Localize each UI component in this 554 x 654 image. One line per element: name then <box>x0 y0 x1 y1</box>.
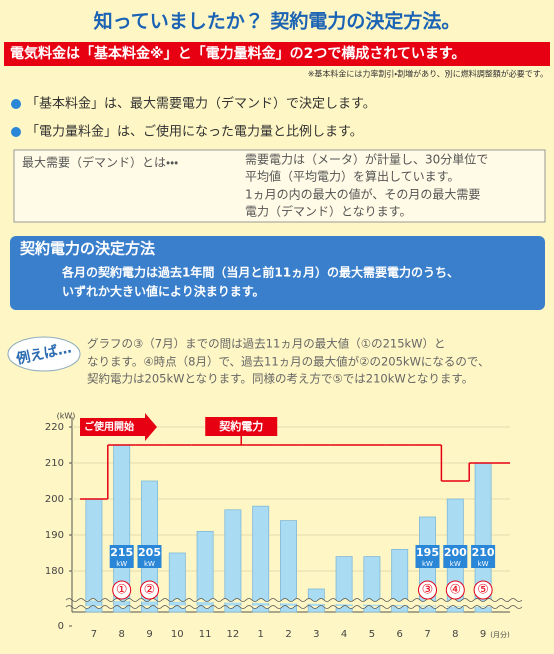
value-label-unit: kW <box>144 560 155 568</box>
definition-line: 1ヵ月の内の最大の値が、その月の最大需要 <box>245 187 480 202</box>
bar <box>196 531 214 613</box>
marker-circle <box>473 580 493 600</box>
method-text: いずれか大きい値により決まります。 <box>62 284 265 299</box>
axis-break-line <box>65 605 523 609</box>
x-tick-label: 8 <box>119 629 125 640</box>
value-label: 205 <box>138 546 161 559</box>
value-label-box <box>415 545 440 568</box>
x-tick-label: 8 <box>452 629 458 640</box>
x-tick-label: 1 <box>258 629 264 640</box>
value-label-unit: kW <box>450 560 461 568</box>
marker-circle <box>445 580 465 600</box>
axis-break-line <box>65 598 523 602</box>
x-tick-label: 7 <box>91 629 97 640</box>
method-title: 契約電力の決定方法 <box>20 240 155 258</box>
value-label-box <box>137 545 162 568</box>
value-label-box <box>471 545 496 568</box>
series-label-box <box>205 417 278 436</box>
x-tick-label: 6 <box>397 629 403 640</box>
marker: ① <box>116 583 128 598</box>
x-tick-label: 9 <box>146 629 152 640</box>
marker-circle <box>112 580 132 600</box>
bullet: 「電力量料金」は、ご使用になった電力量と比例します。 <box>26 124 363 140</box>
example-line: 契約電力は205kWとなります。同様の考え方で⑤では210kWとなります。 <box>87 372 473 386</box>
bar <box>391 549 409 613</box>
x-tick-label: 12 <box>227 629 240 640</box>
bullet-dot <box>11 127 21 137</box>
start-arrow <box>80 413 157 441</box>
banner <box>4 42 550 66</box>
x-tick-label: 9 <box>480 629 486 640</box>
value-label-unit: kW <box>422 560 433 568</box>
bar <box>363 556 381 613</box>
value-label-unit: kW <box>478 560 489 568</box>
bar <box>252 505 270 613</box>
bullet-dot <box>11 99 21 109</box>
x-tick-label: 2 <box>285 629 291 640</box>
series-label: 契約電力 <box>219 419 263 433</box>
y-unit: (kW) <box>57 412 76 421</box>
marker: ④ <box>449 583 461 598</box>
y-tick-label: 220 <box>45 422 64 433</box>
y-tick-label: 200 <box>45 494 64 505</box>
y-tick-label: 190 <box>45 530 64 541</box>
bullet: 「基本料金」は、最大需要電力（デマンド）で決定します。 <box>26 96 376 112</box>
marker-circle <box>140 580 159 600</box>
definition-line: 平均値（平均電力）を算出しています。 <box>245 169 459 184</box>
definition-box <box>13 149 546 223</box>
definition-term: 最大需要（デマンド）とは・・・ <box>22 155 178 170</box>
method-text: 各月の契約電力は過去1年間（当月と前11ヵ月）の最大需要電力のうち、 <box>61 265 459 280</box>
value-label: 200 <box>444 546 467 559</box>
x-tick-label: 3 <box>313 629 319 640</box>
example-line: なります。④時点（8月）で、過去11ヵ月の最大値が②の205kWになるので、 <box>87 355 489 369</box>
value-label-unit: kW <box>116 560 127 568</box>
value-label: 195 <box>416 546 439 559</box>
x-tick-label: 4 <box>341 629 347 640</box>
bar <box>168 552 186 613</box>
marker-circle <box>418 580 437 600</box>
note: ※基本料金には力率割引・割増があり、別に燃料調整額が必要です。 <box>308 69 548 79</box>
axis-break <box>66 598 522 609</box>
x-tick-label: 11 <box>199 629 212 640</box>
value-label-box <box>443 545 468 568</box>
x-tick-label: 7 <box>424 629 430 640</box>
bar <box>85 498 103 613</box>
example-line: グラフの③（7月）までの間は過去11ヵ月の最大値（①の215kW）と <box>87 337 446 351</box>
y-tick-label: 210 <box>45 458 64 469</box>
banner-text: 電気料金は「基本料金※」と「電力量料金」の2つで構成されています。 <box>10 45 466 62</box>
value-label: 210 <box>472 546 495 559</box>
definition-line: 電力（デマンド）となります。 <box>245 204 411 219</box>
x-unit: (月分) <box>490 630 510 639</box>
y-tick-label: 180 <box>45 566 64 577</box>
definition-line: 需要電力は（メータ）が計量し、30分単位で <box>245 152 488 167</box>
example-bubble <box>7 336 81 372</box>
marker: ② <box>144 583 156 598</box>
method-box <box>10 236 545 310</box>
marker: ⑤ <box>477 583 489 598</box>
start-label: ご使用開始 <box>84 420 134 433</box>
x-tick-label: 10 <box>171 629 184 640</box>
page-title: 知っていましたか？ 契約電力の決定方法。 <box>94 10 461 33</box>
y-tick-label: 0 <box>58 621 64 632</box>
bar <box>335 556 353 613</box>
bar <box>280 520 297 613</box>
value-label-box <box>109 545 134 568</box>
value-label: 215 <box>110 546 133 559</box>
x-tick-label: 5 <box>369 629 375 640</box>
marker: ③ <box>422 583 434 598</box>
bar <box>224 509 242 613</box>
